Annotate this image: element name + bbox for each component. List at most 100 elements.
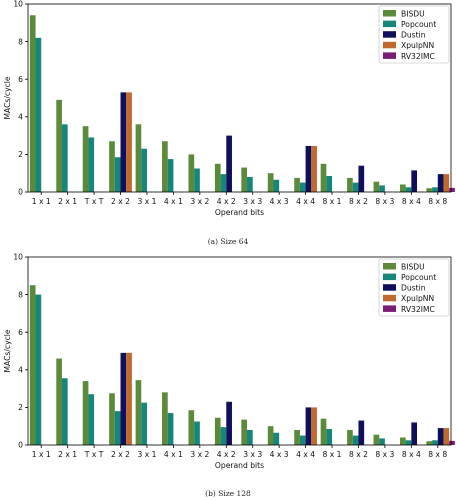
bar-bisdu-4-x-2 — [214, 417, 221, 445]
x-tick-label-2-x-1: 2 x 1 — [58, 450, 77, 459]
y-tick-label-4: 4 — [18, 366, 23, 375]
bar-bisdu-8-x-8 — [426, 441, 433, 445]
bar-bisdu-4-x-1 — [162, 141, 168, 192]
y-tick-label-6: 6 — [18, 75, 23, 84]
x-tick-label-4-x-4: 4 x 4 — [296, 450, 315, 459]
y-tick-label-4: 4 — [18, 113, 23, 122]
bar-xpulpnn-8-x-8 — [443, 174, 450, 192]
bar-bisdu-4-x-4 — [294, 177, 300, 192]
bar-popcount-4-x-2 — [220, 427, 227, 445]
x-tick-label-t-x-t: T x T — [84, 450, 104, 459]
bar-popcount-8-x-8 — [432, 187, 438, 192]
bar-bisdu-8-x-2 — [347, 177, 353, 192]
legend-swatch-dustin — [383, 31, 396, 38]
bar-bisdu-8-x-1 — [320, 418, 327, 445]
bar-bisdu-8-x-8 — [426, 188, 433, 192]
x-tick-label-2-x-2: 2 x 2 — [111, 450, 130, 459]
y-tick-label-2: 2 — [18, 150, 23, 159]
bar-bisdu-8-x-4 — [399, 437, 406, 445]
bar-popcount-8-x-2 — [352, 182, 359, 192]
bar-bisdu-8-x-4 — [399, 184, 406, 192]
bar-popcount-4-x-1 — [167, 413, 174, 445]
bar-popcount-2-x-1 — [61, 378, 68, 445]
x-tick-label-3-x-1: 3 x 1 — [137, 450, 156, 459]
bar-popcount-t-x-t — [88, 137, 95, 192]
bar-popcount-3-x-3 — [247, 429, 253, 445]
bar-xpulpnn-4-x-4 — [311, 407, 317, 445]
x-tick-label-8-x-2: 8 x 2 — [349, 450, 368, 459]
y-tick-label-8: 8 — [18, 37, 23, 46]
x-tick-label-4-x-3: 4 x 3 — [270, 450, 289, 459]
bar-bisdu-8-x-3 — [373, 434, 380, 445]
bar-rv32imc-8-x-8 — [449, 440, 455, 445]
bar-popcount-4-x-1 — [167, 159, 174, 192]
bar-bisdu-2-x-1 — [56, 99, 62, 192]
legend-swatch-popcount — [383, 273, 396, 281]
y-tick-label-10: 10 — [13, 0, 23, 9]
bar-xpulpnn-2-x-2 — [126, 352, 132, 445]
caption-size-128: (b) Size 128 — [205, 489, 251, 498]
chart-0-bars — [29, 15, 455, 193]
bar-dustin-8-x-4 — [411, 422, 418, 445]
y-tick-label-8: 8 — [18, 290, 23, 299]
bar-bisdu-8-x-1 — [320, 163, 327, 192]
x-tick-label-3-x-1: 3 x 1 — [137, 197, 156, 206]
legend-swatch-bisdu — [383, 10, 396, 17]
legend-swatch-xpulpnn — [383, 41, 396, 49]
x-tick-label-8-x-8: 8 x 8 — [428, 450, 447, 459]
bar-popcount-4-x-4 — [299, 182, 306, 192]
bar-bisdu-t-x-t — [82, 126, 89, 192]
bar-bisdu-1-x-1 — [29, 285, 36, 445]
bar-popcount-3-x-1 — [141, 402, 147, 445]
x-tick-label-8-x-4: 8 x 4 — [402, 450, 421, 459]
bar-bisdu-2-x-2 — [109, 393, 115, 445]
bar-dustin-4-x-2 — [226, 135, 232, 192]
x-tick-label-8-x-2: 8 x 2 — [349, 197, 368, 206]
caption-size-64: (a) Size 64 — [207, 237, 249, 246]
bar-popcount-3-x-2 — [194, 168, 200, 192]
x-axis-title: Operand bits — [215, 461, 264, 470]
bar-popcount-4-x-3 — [273, 179, 280, 192]
bar-xpulpnn-8-x-8 — [443, 428, 450, 445]
legend-label-xpulpnn: XpulpNN — [401, 294, 434, 303]
bar-bisdu-3-x-2 — [188, 410, 195, 445]
bar-popcount-2-x-2 — [114, 411, 121, 445]
x-tick-label-8-x-3: 8 x 3 — [375, 197, 394, 206]
bar-bisdu-4-x-4 — [294, 429, 300, 445]
legend-box — [378, 258, 450, 317]
bar-popcount-8-x-2 — [352, 435, 359, 445]
x-tick-label-8-x-3: 8 x 3 — [375, 450, 394, 459]
bar-popcount-8-x-1 — [326, 429, 333, 445]
x-axis-title: Operand bits — [215, 208, 264, 217]
legend-label-popcount: Popcount — [401, 20, 436, 29]
bar-popcount-8-x-3 — [379, 185, 385, 192]
legend-swatch-rv32imc — [383, 305, 396, 312]
bar-bisdu-t-x-t — [82, 381, 89, 445]
bar-popcount-3-x-1 — [141, 148, 147, 192]
bar-rv32imc-8-x-8 — [449, 187, 455, 192]
legend-swatch-dustin — [383, 284, 396, 291]
bar-popcount-8-x-8 — [432, 440, 438, 445]
chart-1-bars — [29, 285, 455, 445]
bar-xpulpnn-4-x-4 — [311, 145, 317, 192]
x-tick-label-2-x-1: 2 x 1 — [58, 197, 77, 206]
bar-bisdu-4-x-3 — [267, 173, 274, 192]
x-tick-label-4-x-1: 4 x 1 — [164, 197, 183, 206]
y-tick-label-0: 0 — [18, 441, 23, 450]
x-tick-label-4-x-4: 4 x 4 — [296, 197, 315, 206]
bar-popcount-4-x-3 — [273, 432, 280, 445]
bar-popcount-3-x-2 — [194, 421, 200, 445]
x-tick-label-4-x-3: 4 x 3 — [270, 197, 289, 206]
x-tick-label-2-x-2: 2 x 2 — [111, 197, 130, 206]
bar-popcount-8-x-1 — [326, 176, 333, 192]
legend-label-popcount: Popcount — [401, 273, 436, 282]
bar-dustin-2-x-2 — [120, 92, 127, 192]
bar-xpulpnn-2-x-2 — [126, 92, 132, 192]
legend-label-xpulpnn: XpulpNN — [401, 41, 434, 50]
bar-bisdu-2-x-1 — [56, 358, 62, 445]
legend-label-rv32imc: RV32IMC — [401, 52, 435, 61]
bar-popcount-t-x-t — [88, 394, 95, 445]
bar-dustin-4-x-4 — [305, 407, 312, 445]
